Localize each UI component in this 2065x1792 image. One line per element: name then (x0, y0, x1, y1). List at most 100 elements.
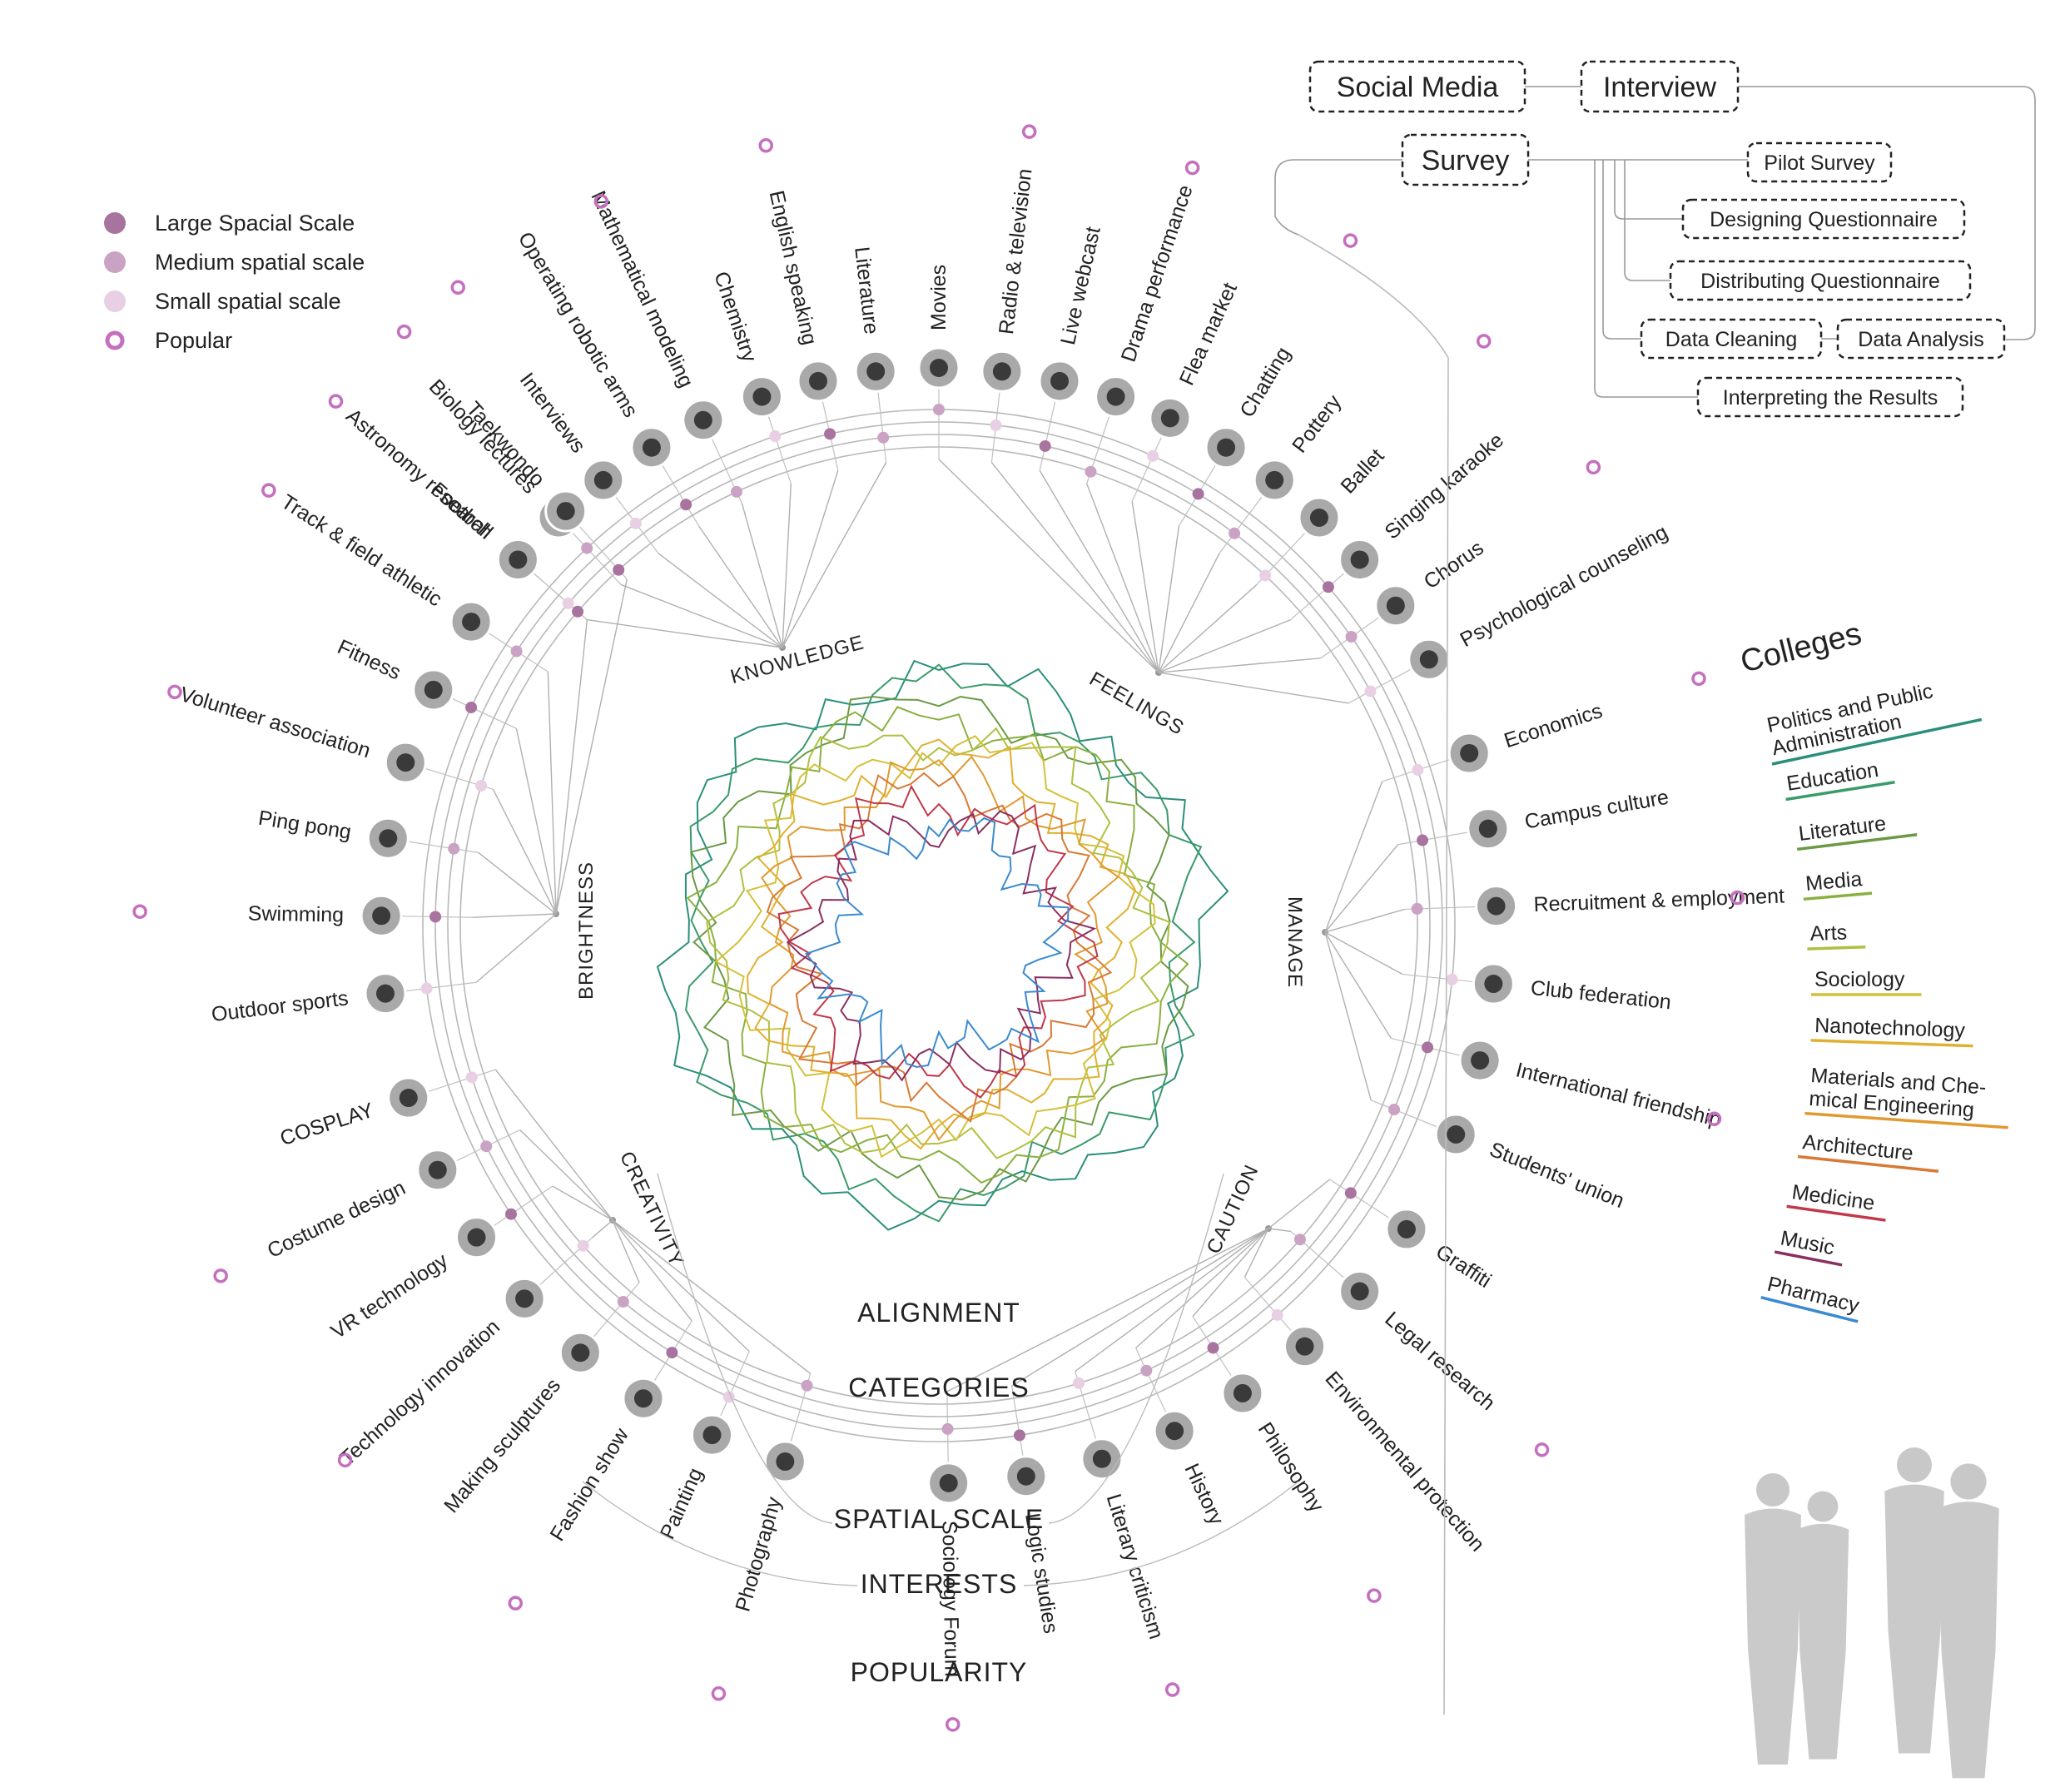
popular-marker-astronomy-research (328, 394, 344, 409)
activity-label-technology-innovation: Technology innovation (335, 1315, 504, 1470)
college-label-nanotechnology: Nanotechnology (1814, 1014, 1966, 1042)
center-label-spatial-scale: SPATIAL SCALE (834, 1504, 1045, 1534)
spoke-pottery (1158, 553, 1220, 673)
chatting-icon-glyph (1217, 438, 1236, 457)
survey-label: Survey (1422, 145, 1510, 176)
spoke-mathematical-modeling (741, 503, 783, 648)
scale-dot-live-webcast (1039, 439, 1051, 452)
ping-pong-icon-glyph (379, 829, 398, 848)
singing-karaoke-icon-glyph (1350, 550, 1369, 569)
popular-marker-drama-performance (1184, 160, 1200, 176)
legend: Large Spacial Scale Medium spatial scale S… (104, 211, 365, 353)
spoke-outdoor-sports (475, 913, 557, 983)
legend-label-popular: Popular (155, 328, 232, 353)
scale-dot-philosophy (1207, 1342, 1219, 1354)
alignment-line-arts (706, 727, 1170, 1159)
popular-marker-economics (1691, 671, 1706, 687)
scale-dot-literary-criticism (1073, 1377, 1085, 1389)
alignment-line-pharmacy (804, 817, 1070, 1069)
activity-label-philosophy: Philosophy (1253, 1418, 1328, 1516)
radio-and-television-icon-glyph (992, 362, 1011, 381)
outer-boundary-arc (1298, 234, 1449, 1715)
interests-arc-left (582, 1481, 858, 1586)
activity-label-singing-karaoke: Singing karaoke (1380, 429, 1508, 544)
connector-step-6 (1594, 160, 1698, 398)
scale-dot-history (1140, 1364, 1153, 1377)
club-federation-icon-glyph (1484, 975, 1503, 994)
step-data-analysis-box (1836, 318, 2006, 360)
spoke-fashion-show (612, 1219, 692, 1322)
swimming-icon-glyph (372, 906, 391, 926)
alignment-line-media (686, 706, 1189, 1184)
scale-dot-recruitment-and-employment (1411, 902, 1423, 915)
scale-dot-chatting (1192, 488, 1204, 500)
spoke-chorus (1158, 658, 1321, 673)
scale-dot-flea-market (1147, 449, 1159, 462)
person-2-body (1796, 1523, 1849, 1760)
scale-dot-ping-pong (448, 842, 460, 855)
alignment-line-architecture (766, 772, 1113, 1124)
popular-marker-fashion-show (508, 1596, 524, 1611)
scale-dot-literature (877, 431, 890, 444)
spoke-economics (1324, 781, 1383, 933)
step-interpreting-the-results-label: Interpreting the Results (1723, 386, 1938, 410)
scale-dot-fitness (465, 701, 478, 713)
college-item-education: Education (1785, 758, 1895, 802)
scale-dot-psychological-counseling (1364, 685, 1377, 697)
activity-label-international-friendship: International friendship (1513, 1058, 1723, 1131)
scale-dot-operating-robotic-arms (680, 499, 692, 511)
connector-step-3 (1624, 160, 1670, 281)
spoke-track-and-field-athletic (547, 671, 557, 915)
activity-label-cosplay: COSPLAY (277, 1099, 377, 1151)
step-data-cleaning-label: Data Cleaning (1665, 328, 1797, 351)
literature-icon-glyph (866, 362, 886, 381)
activity-label-live-webcast: Live webcast (1056, 225, 1105, 347)
scale-dot-legal-research (1293, 1234, 1306, 1246)
spoke-operating-robotic-arms (698, 525, 783, 648)
activity-label-literature: Literature (850, 246, 883, 335)
scale-dot-photography (801, 1379, 813, 1392)
campus-culture-icon-glyph (1478, 819, 1497, 838)
spoke-cosplay (494, 1069, 613, 1221)
popular-marker-swimming (132, 904, 147, 919)
center-label-alignment: ALIGNMENT (857, 1298, 1020, 1328)
mathematical-modeling-icon-glyph (693, 410, 712, 429)
step-pilot-survey-label: Pilot Survey (1764, 151, 1875, 175)
spoke-international-friendship (1324, 931, 1392, 1039)
activity-label-flea-market: Flea market (1175, 279, 1242, 389)
alignment-line-education (685, 663, 1203, 1223)
center-label-interests: INTERESTS (861, 1569, 1018, 1599)
live-webcast-icon-glyph (1050, 371, 1070, 390)
step-data-cleaning-box (1640, 318, 1823, 360)
college-item-music: Music (1774, 1226, 1843, 1267)
activity-label-vr-technology: VR technology (327, 1248, 453, 1343)
spoke-english-speaking (782, 470, 839, 648)
alignment-line-nanotechnology (746, 738, 1136, 1150)
spoke-costume-design (519, 1129, 613, 1221)
football-icon-glyph (509, 550, 528, 569)
interests-arc-right (1023, 1481, 1299, 1586)
college-item-pharmacy: Pharmacy (1760, 1273, 1862, 1323)
legend-small-swatch (104, 290, 126, 312)
scale-dot-club-federation (1446, 973, 1458, 985)
spoke-graffiti (1268, 1179, 1331, 1229)
college-item-media: Media (1803, 867, 1873, 901)
spoke-recruitment-and-employment (1324, 908, 1405, 933)
college-label-sociology: Sociology (1814, 968, 1905, 991)
spoke-singing-karaoke (1158, 618, 1291, 673)
volunteer-association-icon-glyph (396, 753, 415, 772)
photography-icon-glyph (776, 1452, 795, 1472)
college-label-media: Media (1804, 867, 1863, 896)
activity-label-making-sculptures: Making sculptures (439, 1374, 565, 1517)
person-4-body (1938, 1502, 1999, 1779)
scale-dot-sociology-forum (941, 1422, 954, 1435)
popular-marker-technology-innovation (337, 1452, 353, 1468)
popular-marker-chatting (1343, 233, 1358, 248)
scale-dot-chorus (1345, 630, 1358, 643)
spoke-literary-criticism (1075, 1228, 1269, 1373)
spoke-radio-and-television (990, 462, 1159, 673)
activity-label-track-and-field-athletic: Track & field athletic (277, 490, 446, 612)
scale-dot-economics (1412, 764, 1424, 777)
alignment-line-literature (690, 695, 1189, 1201)
